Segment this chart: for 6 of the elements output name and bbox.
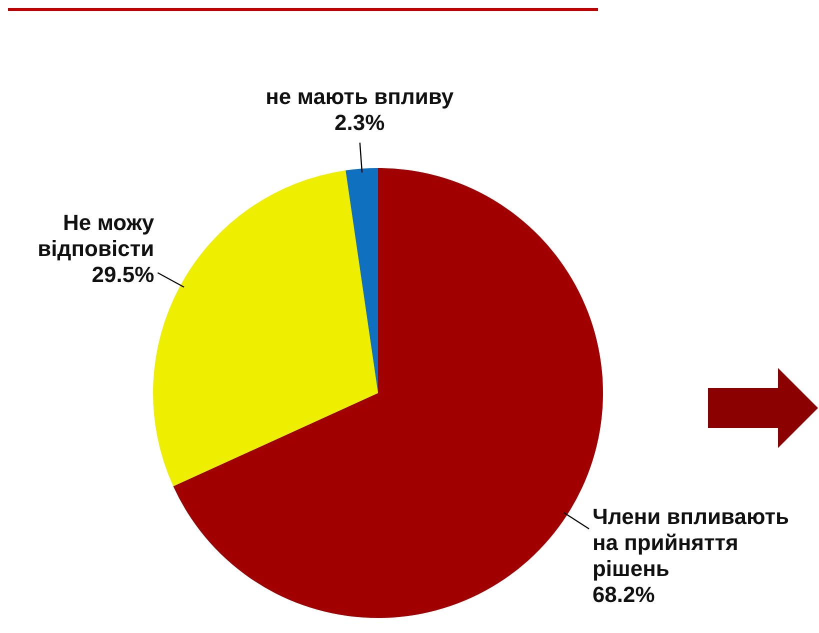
data-label: 29.5%: [92, 262, 154, 288]
slice-label: не мають впливу: [266, 84, 454, 109]
slice-label: Члени впливають на прийняття рішень: [592, 504, 790, 582]
data-label: 2.3%: [334, 110, 385, 135]
data-label: 68.2%: [592, 582, 655, 608]
slice-label: Не можу відповісти: [38, 210, 155, 262]
